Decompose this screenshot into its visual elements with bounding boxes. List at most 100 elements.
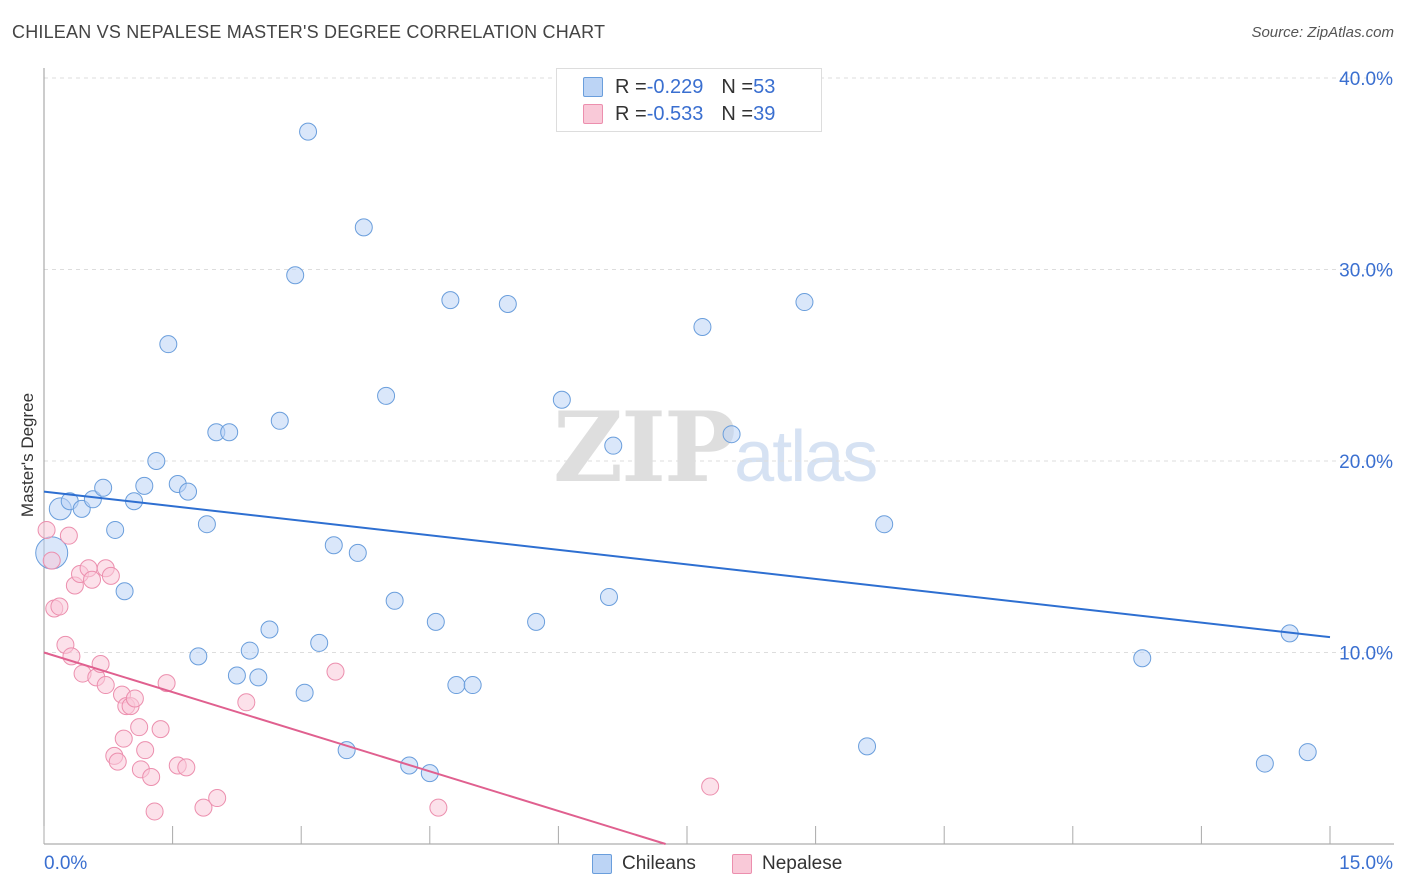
legend-r-label: R = [615,102,647,125]
legend-r-value: -0.533 [646,102,704,125]
chileans-point [552,390,571,409]
chileans-point [249,668,268,687]
chileans-point [354,218,373,237]
watermark: ZIPatlas [553,400,878,497]
nepalese-point [429,798,448,817]
nepalese-point [114,729,133,748]
bottom-swatch-nepalese [732,854,752,874]
nepalese-point [50,597,69,616]
chileans-point [227,666,246,685]
chileans-point [159,335,178,354]
chart-title: CHILEAN VS NEPALESE MASTER'S DEGREE CORR… [12,22,606,42]
chileans-point [385,591,404,610]
nepalese-point [59,526,78,545]
bottom-legend-nepalese: Nepalese [732,852,842,876]
y-tick-label: 10.0% [1339,644,1393,665]
legend-n-label: N = [721,102,754,125]
data-points [35,122,1317,821]
y-tick-label: 20.0% [1339,452,1393,473]
nepalese-point [101,566,120,585]
source-label: Source: ZipAtlas.com [1251,24,1394,41]
chileans-point [1255,754,1274,773]
chileans-point [135,476,154,495]
chileans-point [498,294,517,313]
legend-n-value: 39 [753,102,776,125]
watermark-atlas: atlas [734,417,878,497]
y-axis-label: Master's Degree [18,392,37,518]
bottom-label-chileans: Chileans [622,853,696,874]
chileans-point [83,490,102,509]
bottom-legend-chileans: Chileans [592,852,696,876]
nepalese-point [83,570,102,589]
chileans-point [295,683,314,702]
nepalese-point [208,789,227,808]
legend-r-label: R = [615,75,647,98]
chileans-point [270,411,289,430]
nepalese-point [37,520,56,539]
nepalese-point [130,718,149,737]
chileans-point [310,633,329,652]
chileans-trend-line [43,490,1331,639]
chileans-point [1298,743,1317,762]
nepalese-point [108,752,127,771]
chileans-point [348,543,367,562]
chileans-point [106,520,125,539]
nepalese-trend-line [43,651,666,845]
chileans-point [795,293,814,312]
nepalese-point [136,741,155,760]
watermark-zip: ZIP [553,391,736,504]
bottom-label-nepalese: Nepalese [762,853,843,874]
chileans-point [441,291,460,310]
chileans-point [220,423,239,442]
chileans-point [463,676,482,695]
nepalese-point [125,689,144,708]
x-tick-label: 0.0% [44,853,87,874]
nepalese-point [42,551,61,570]
chileans-point [1133,649,1152,668]
chileans-point [286,266,305,285]
y-tick-label: 30.0% [1339,261,1393,282]
legend-r-value: -0.229 [646,75,704,98]
grid [44,77,1394,653]
chileans-point [179,482,198,501]
nepalese-point [194,798,213,817]
chileans-point [147,452,166,470]
bottom-swatch-chileans [592,854,612,874]
chileans-point [599,587,618,606]
y-tick-label: 40.0% [1339,69,1393,90]
legend-row-chileans: R = -0.229 N = 53 [583,75,775,99]
x-tick-label: 15.0% [1339,853,1393,874]
nepalese-point [701,777,720,796]
chileans-point [858,737,877,756]
chileans-point [426,612,445,631]
stats-legend: R = -0.229 N = 53 R = -0.533 N = 39 [556,68,822,132]
nepalese-point [237,693,256,712]
nepalese-point [145,802,164,821]
chileans-point [115,582,134,601]
chileans-point [604,436,623,455]
chileans-point [240,641,259,660]
chileans-point [299,122,318,141]
chileans-point [447,676,466,695]
chileans-point [377,386,396,405]
chileans-point [260,620,279,639]
axes [43,68,1394,845]
chileans-point [875,515,894,534]
legend-swatch-chileans [583,77,603,97]
chileans-point [197,515,216,534]
nepalese-point [177,758,196,777]
tick-labels: 10.0% 20.0% 30.0% 40.0% 0.0% 15.0% [44,69,1393,874]
chileans-point [722,425,741,444]
nepalese-point [157,674,176,693]
chileans-point [324,536,343,555]
chileans-point [189,647,208,666]
nepalese-point [151,720,170,739]
chileans-point [527,612,546,631]
trend-lines [43,490,1331,845]
nepalese-point [326,662,345,681]
nepalese-point [96,676,115,695]
legend-n-value: 53 [753,75,776,98]
legend-row-nepalese: R = -0.533 N = 39 [583,102,775,126]
legend-swatch-nepalese [583,104,603,124]
